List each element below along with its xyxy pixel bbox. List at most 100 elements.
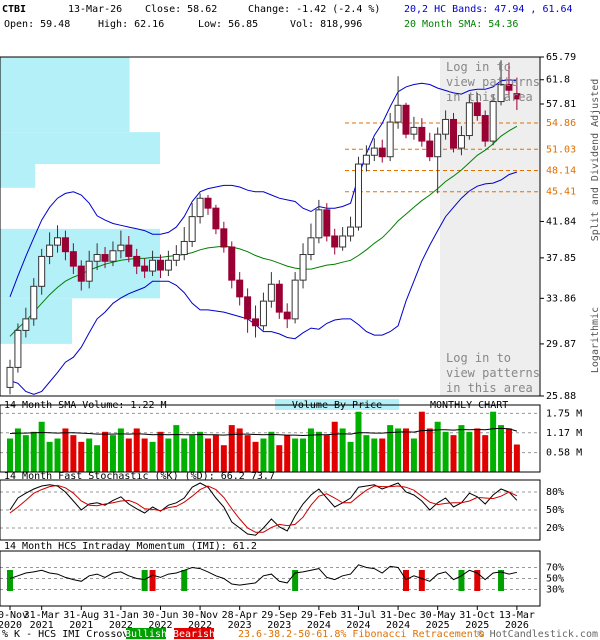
candle-body bbox=[30, 285, 38, 320]
volume-bar bbox=[228, 425, 235, 472]
x-tick-label: 31-Aug 2021 bbox=[63, 610, 99, 631]
candle-body bbox=[204, 197, 212, 209]
candle-body bbox=[267, 283, 275, 302]
candle-body bbox=[442, 118, 450, 135]
change: Change: -1.42 (-2.4 %) bbox=[248, 4, 380, 15]
candle-body bbox=[46, 244, 54, 257]
candle-body bbox=[465, 102, 473, 137]
candle-body bbox=[93, 254, 101, 262]
x-tick-label: 30-May 2025 bbox=[420, 610, 456, 631]
volume-bar bbox=[442, 431, 449, 472]
volume-bar bbox=[141, 438, 148, 472]
y-tick-label: 50% bbox=[546, 505, 564, 516]
volume-bar bbox=[252, 441, 259, 472]
volume-bar bbox=[181, 438, 188, 472]
fib-label: 48.14 bbox=[546, 165, 576, 176]
volume-bar bbox=[466, 431, 473, 472]
volume-bar bbox=[70, 435, 77, 472]
candle-body bbox=[339, 235, 347, 248]
bearish-signal bbox=[149, 570, 156, 591]
x-tick-label: 31-Jan 2022 bbox=[103, 610, 139, 631]
y-tick-label: 30% bbox=[546, 585, 564, 596]
candle-body bbox=[354, 163, 362, 228]
volume-bar bbox=[30, 431, 37, 472]
volume-bar bbox=[355, 411, 362, 472]
volume-bar bbox=[109, 435, 116, 472]
volume-by-price-bar bbox=[0, 57, 130, 133]
bearish-signal bbox=[403, 570, 409, 591]
candle-body bbox=[244, 296, 252, 320]
candle-body bbox=[180, 240, 188, 256]
volume-bar bbox=[387, 425, 394, 472]
candle-body bbox=[54, 237, 62, 246]
candle-body bbox=[133, 255, 141, 267]
volume-bar bbox=[268, 431, 275, 472]
panel-label: MONTHLY CHART bbox=[430, 400, 508, 411]
bullish-signal bbox=[458, 570, 465, 591]
bearish-key bbox=[174, 628, 214, 639]
y-tick-label: 37.85 bbox=[546, 253, 576, 264]
candle-body bbox=[109, 250, 117, 262]
candle-body bbox=[513, 93, 521, 100]
candle-body bbox=[117, 244, 125, 252]
overlay-line bbox=[9, 171, 518, 395]
date: 13-Mar-26 bbox=[68, 4, 122, 15]
volume-bar bbox=[133, 428, 140, 472]
candle-body bbox=[457, 135, 465, 149]
x-tick-label: 31-Dec 2024 bbox=[380, 610, 416, 631]
volume-bar bbox=[189, 435, 196, 472]
stochastic-k bbox=[9, 482, 518, 536]
stochastic-title: 14 Month Fast Stochastic (%K) (%D): 66.2… bbox=[4, 471, 275, 482]
y-tick-label: 25.88 bbox=[546, 391, 576, 402]
volume-bar bbox=[307, 428, 314, 472]
volume-bar bbox=[458, 425, 465, 472]
x-tick-label: 31-Mar 2021 bbox=[24, 610, 60, 631]
candle-body bbox=[481, 115, 489, 142]
bullish-key bbox=[126, 628, 166, 639]
close: Close: 58.62 bbox=[145, 4, 217, 15]
candle-body bbox=[473, 102, 481, 117]
momentum-title: 14 Month HCS Intraday Momentum (IMI): 61… bbox=[4, 541, 257, 552]
bearish-signal bbox=[474, 570, 481, 591]
candle-body bbox=[505, 83, 513, 91]
volume-bar bbox=[276, 445, 283, 472]
volume-bar bbox=[125, 438, 132, 472]
candle-body bbox=[307, 237, 315, 256]
volume-by-price-bar bbox=[0, 132, 160, 165]
volume-bar bbox=[117, 428, 124, 472]
volume-bar bbox=[14, 428, 21, 472]
volume-bar bbox=[323, 435, 330, 472]
volume-bar bbox=[22, 435, 29, 472]
fib-label: 45.41 bbox=[546, 187, 576, 198]
y-tick-label: 29.87 bbox=[546, 339, 576, 350]
volume-bar bbox=[450, 435, 457, 472]
volume-bar bbox=[300, 438, 307, 472]
side-label: Logarithmic bbox=[590, 307, 600, 373]
copyright: © HotCandlestick.com bbox=[478, 629, 598, 640]
candle-body bbox=[362, 154, 370, 165]
bearish-label: Bearish bbox=[173, 629, 215, 640]
candle-body bbox=[315, 209, 323, 239]
fib-label: 51.03 bbox=[546, 144, 576, 155]
high: High: 62.16 bbox=[98, 19, 164, 30]
volume-bar bbox=[331, 421, 338, 472]
x-tick-label: 30-Jun 2022 bbox=[142, 610, 178, 631]
volume-bar bbox=[38, 421, 45, 472]
bullish-signal bbox=[141, 570, 148, 591]
volume-bar bbox=[490, 411, 497, 472]
candle-body bbox=[236, 279, 244, 298]
volume-bar bbox=[363, 435, 370, 472]
footer-legend: % K - HCS IMI Crossover, bbox=[2, 629, 147, 640]
volume-by-price-bar bbox=[0, 164, 36, 188]
candle-body bbox=[283, 311, 291, 320]
volume-sma bbox=[9, 427, 518, 437]
y-tick-label: 57.81 bbox=[546, 99, 576, 110]
x-tick-label: 31-Jul 2024 bbox=[340, 610, 376, 631]
overlay-line bbox=[9, 79, 517, 297]
price-frame bbox=[0, 56, 541, 397]
y-tick-label: 80% bbox=[546, 487, 564, 498]
candle-body bbox=[378, 147, 386, 158]
